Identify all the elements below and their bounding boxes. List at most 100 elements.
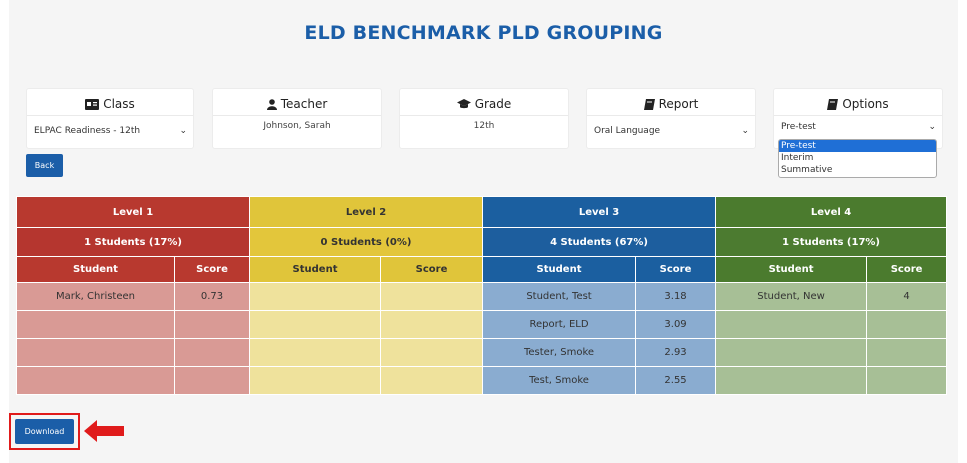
level-3-score-cell: 2.93 (635, 338, 717, 367)
chevron-down-icon: ⌄ (741, 126, 749, 136)
dropdown-option-interim[interactable]: Interim (781, 153, 814, 163)
options-select[interactable]: Pre-test ⌄ (781, 119, 936, 135)
table-row: Mark, Christeen 0.73 Student, Test 3.18 … (16, 282, 948, 311)
level-4-score-cell: 4 (866, 282, 948, 311)
options-label: Options (842, 97, 889, 111)
level-4-student-cell (715, 310, 868, 339)
level-4-student-header: Student (715, 256, 868, 283)
level-3-student-header: Student (482, 256, 637, 283)
level-1-score-header: Score (173, 256, 251, 283)
download-button[interactable]: Download (15, 419, 74, 444)
grade-card-header: Grade (400, 94, 568, 114)
level-1-student-header: Student (16, 256, 175, 283)
level-4-score-cell (866, 338, 948, 367)
level-3-student-cell: Report, ELD (482, 310, 637, 339)
class-card-header: Class (27, 94, 193, 114)
card-divider (400, 115, 568, 116)
book-icon (827, 98, 839, 110)
teacher-label: Teacher (280, 97, 328, 111)
level-1-student-cell (16, 310, 175, 339)
card-divider (587, 115, 755, 116)
level-3-student-cell: Tester, Smoke (482, 338, 637, 367)
user-icon (266, 98, 277, 110)
card-divider (213, 115, 381, 116)
level-3-count: 4 Students (67%) (482, 227, 717, 257)
class-select[interactable]: ELPAC Readiness - 12th ⌄ (34, 123, 187, 139)
level-4-student-cell: Student, New (715, 282, 868, 311)
back-button[interactable]: Back (26, 154, 63, 177)
options-card: Options Pre-test ⌄ (773, 88, 943, 149)
card-divider (27, 115, 193, 116)
level-2-student-cell (249, 310, 382, 339)
level-3-student-cell: Student, Test (482, 282, 637, 311)
class-card: Class ELPAC Readiness - 12th ⌄ (26, 88, 194, 149)
download-highlight-outline (9, 413, 80, 450)
book-icon (643, 98, 655, 110)
level-4-score-header: Score (866, 256, 948, 283)
options-card-header: Options (774, 94, 942, 114)
level-2-count: 0 Students (0%) (249, 227, 484, 257)
level-4-score-cell (866, 366, 948, 395)
options-dropdown-list: Pre-test Interim Summative (778, 139, 937, 178)
class-select-value: ELPAC Readiness - 12th (34, 126, 141, 136)
level-2-score-cell (380, 282, 484, 311)
level-1-score-cell: 0.73 (173, 282, 251, 311)
table-row: Report, ELD 3.09 (16, 310, 948, 339)
level-3-header: Level 3 (482, 196, 717, 228)
report-select[interactable]: Oral Language ⌄ (594, 123, 749, 139)
level-1-student-cell (16, 338, 175, 367)
level-3-score-cell: 3.18 (635, 282, 717, 311)
level-1-header: Level 1 (15, 196, 251, 228)
level-4-student-cell (715, 338, 868, 367)
report-select-value: Oral Language (594, 126, 661, 136)
teacher-card-header: Teacher (213, 94, 381, 114)
graduation-cap-icon (456, 99, 471, 109)
level-3-score-cell: 2.55 (635, 366, 717, 395)
levels-table: Level 1 Level 2 Level 3 Level 4 1 Studen… (15, 196, 948, 395)
level-1-score-cell (173, 338, 251, 367)
level-2-student-cell (249, 282, 382, 311)
level-2-score-header: Score (380, 256, 484, 283)
level-2-score-cell (380, 310, 484, 339)
level-1-score-cell (173, 310, 251, 339)
level-3-student-cell: Test, Smoke (482, 366, 637, 395)
level-4-count: 1 Students (17%) (715, 227, 948, 257)
level-count-row: 1 Students (17%) 0 Students (0%) 4 Stude… (15, 227, 948, 257)
level-1-count: 1 Students (17%) (15, 227, 251, 257)
id-card-icon (85, 98, 100, 110)
chevron-down-icon: ⌄ (179, 126, 187, 136)
dropdown-option-pre-test[interactable]: Pre-test (779, 140, 936, 152)
level-2-score-cell (380, 338, 484, 367)
level-1-score-cell (173, 366, 251, 395)
level-4-score-cell (866, 310, 948, 339)
level-header-row: Level 1 Level 2 Level 3 Level 4 (15, 196, 948, 228)
level-4-student-cell (715, 366, 868, 395)
level-2-student-cell (249, 366, 382, 395)
level-1-student-cell: Mark, Christeen (16, 282, 175, 311)
teacher-value: Johnson, Sarah (263, 121, 331, 131)
chevron-down-icon: ⌄ (928, 122, 936, 132)
level-2-score-cell (380, 366, 484, 395)
report-card-header: Report (587, 94, 755, 114)
column-header-row: Student Score Student Score Student Scor… (16, 256, 948, 283)
level-2-student-header: Student (249, 256, 382, 283)
card-divider (774, 115, 942, 116)
grade-label: Grade (474, 97, 512, 111)
level-3-score-cell: 3.09 (635, 310, 717, 339)
table-row: Tester, Smoke 2.93 (16, 338, 948, 367)
grade-value: 12th (473, 121, 495, 131)
level-4-header: Level 4 (715, 196, 948, 228)
class-label: Class (103, 97, 135, 111)
level-3-score-header: Score (635, 256, 717, 283)
dropdown-option-summative[interactable]: Summative (781, 165, 833, 175)
level-2-student-cell (249, 338, 382, 367)
page-title: ELD BENCHMARK PLD GROUPING (304, 22, 663, 44)
level-2-header: Level 2 (249, 196, 484, 228)
red-arrow-icon (84, 420, 124, 442)
report-card: Report Oral Language ⌄ (586, 88, 756, 149)
grade-card: Grade 12th (399, 88, 569, 149)
report-label: Report (658, 97, 699, 111)
teacher-card: Teacher Johnson, Sarah (212, 88, 382, 149)
options-select-value: Pre-test (781, 122, 816, 132)
table-row: Test, Smoke 2.55 (16, 366, 948, 395)
